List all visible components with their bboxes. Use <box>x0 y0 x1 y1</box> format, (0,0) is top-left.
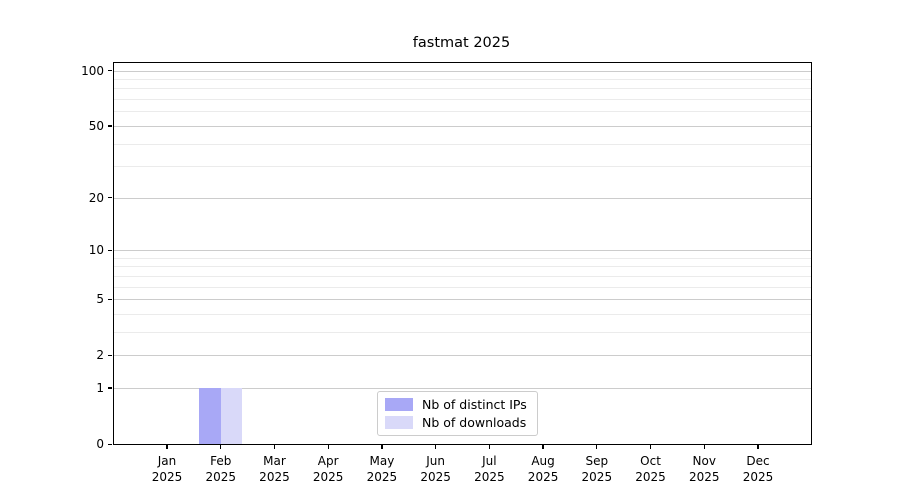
y-gridline-major <box>114 197 811 199</box>
chart-title: fastmat 2025 <box>412 35 511 51</box>
y-tick-label: 1 <box>96 380 104 395</box>
x-tick <box>434 445 437 450</box>
x-tick-label: Dec 2025 <box>742 454 774 485</box>
legend: Nb of distinct IPs Nb of downloads <box>377 391 538 436</box>
legend-label: Nb of distinct IPs <box>422 397 527 412</box>
y-tick-label: 0 <box>96 437 104 451</box>
x-tick <box>703 445 705 450</box>
y-tick <box>108 197 112 199</box>
y-gridline-minor <box>114 275 811 277</box>
x-tick <box>327 445 329 450</box>
x-tick-label: Jul 2025 <box>474 454 505 485</box>
y-tick-label: 5 <box>96 292 104 307</box>
y-gridline-minor <box>114 99 811 101</box>
y-tick-label: 50 <box>88 118 104 133</box>
bar-nb-of-distinct-ips <box>199 387 221 444</box>
legend-item: Nb of distinct IPs <box>385 397 527 412</box>
y-tick-label: 10 <box>88 243 104 257</box>
y-gridline-minor <box>114 111 811 113</box>
y-tick-label: 2 <box>96 348 104 363</box>
y-gridline-major <box>114 70 811 72</box>
x-tick <box>757 445 759 450</box>
x-tick <box>542 445 544 450</box>
bar-nb-of-downloads <box>220 387 243 444</box>
y-gridline-major <box>114 250 811 251</box>
y-gridline-minor <box>114 79 811 81</box>
y-gridline-major <box>114 125 811 127</box>
y-gridline-major <box>114 387 811 389</box>
x-tick-label: May 2025 <box>366 454 398 485</box>
y-gridline-minor <box>114 166 811 168</box>
y-tick <box>108 354 112 356</box>
x-tick-label: Feb 2025 <box>205 454 236 485</box>
y-gridline-minor <box>114 286 811 288</box>
y-gridline-minor <box>114 331 811 333</box>
x-tick-label: Oct 2025 <box>635 454 666 485</box>
legend-swatch <box>385 398 413 411</box>
y-tick-label: 100 <box>81 63 104 78</box>
legend-swatch <box>385 416 413 429</box>
x-tick <box>381 445 383 450</box>
x-tick-label: Aug 2025 <box>527 454 559 485</box>
x-tick <box>220 445 222 450</box>
y-tick <box>108 249 112 251</box>
y-tick <box>108 70 112 72</box>
x-tick <box>273 445 276 450</box>
x-tick-label: Nov 2025 <box>688 454 720 485</box>
y-gridline-major <box>114 355 811 357</box>
y-tick <box>108 298 112 300</box>
legend-item: Nb of downloads <box>385 415 527 430</box>
x-tick <box>488 445 490 450</box>
x-tick-label: Jan 2025 <box>151 454 183 485</box>
y-tick <box>108 125 112 127</box>
x-tick-label: Mar 2025 <box>259 454 290 485</box>
x-tick <box>649 445 652 450</box>
legend-label: Nb of downloads <box>422 415 527 430</box>
x-tick-label: Jun 2025 <box>420 454 451 485</box>
x-tick-label: Sep 2025 <box>581 454 613 485</box>
y-tick <box>108 443 112 445</box>
y-gridline-minor <box>114 88 811 90</box>
y-gridline-minor <box>114 313 811 315</box>
y-gridline-minor <box>114 266 811 268</box>
plot-area: 0 1 2 5 10 20 50 100 Jan 2025 Feb 2025 Mar 2025 Apr… <box>81 62 812 484</box>
x-tick <box>596 445 598 450</box>
y-tick-label: 20 <box>88 190 104 205</box>
y-gridline-minor <box>114 143 811 145</box>
x-tick-label: Apr 2025 <box>312 454 344 485</box>
x-tick <box>166 445 168 450</box>
y-gridline-minor <box>114 257 811 259</box>
y-tick <box>108 387 112 389</box>
y-gridline-major <box>114 299 811 301</box>
